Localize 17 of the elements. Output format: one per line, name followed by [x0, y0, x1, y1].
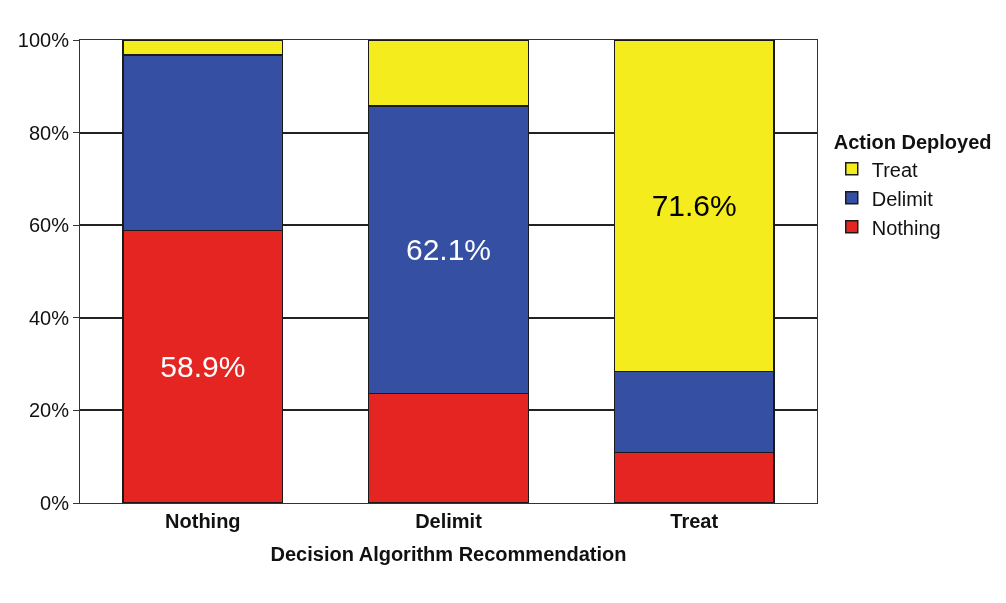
legend-label: Nothing	[871, 216, 941, 239]
y-tick-label: 40%	[28, 306, 70, 329]
data-label: 71.6%	[651, 189, 737, 223]
data-label: 58.9%	[160, 350, 246, 384]
legend-label: Delimit	[871, 187, 934, 210]
legend-label: Treat	[871, 158, 919, 181]
y-tick-label: 80%	[28, 121, 70, 144]
data-label: 62.1%	[405, 233, 492, 267]
x-axis-title: Decision Algorithm Recommendation	[270, 542, 627, 565]
x-tick-label: Delimit	[415, 510, 483, 532]
y-tick-label: 0%	[40, 492, 70, 514]
y-tick-label: 20%	[28, 399, 70, 422]
x-tick-label: Nothing	[165, 510, 241, 532]
y-tick-label: 100%	[17, 29, 70, 51]
legend-title: Action Deployed	[833, 131, 992, 154]
y-tick-label: 60%	[28, 214, 70, 237]
x-tick-label: Treat	[670, 510, 719, 532]
